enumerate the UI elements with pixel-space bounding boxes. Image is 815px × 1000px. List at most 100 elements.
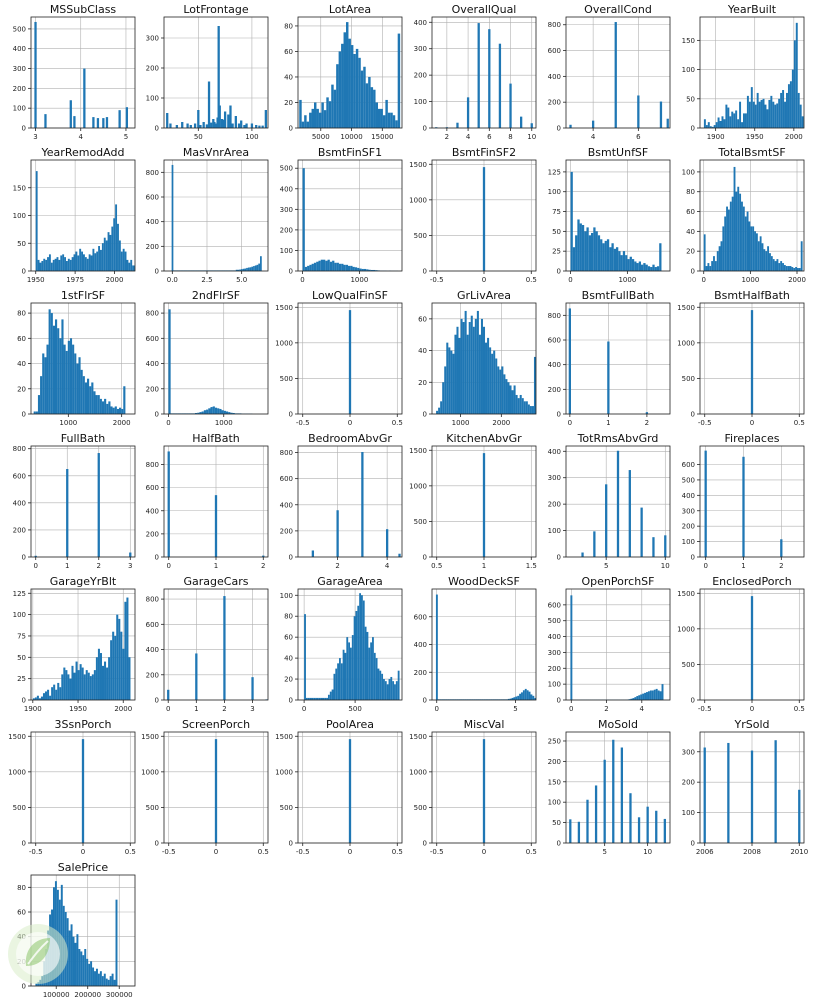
histogram-bar xyxy=(112,407,115,414)
histogram-bar xyxy=(791,69,794,128)
histogram-bar xyxy=(456,326,459,414)
histogram-bar xyxy=(338,658,341,700)
histogram-bar xyxy=(113,218,116,271)
watermark-logo xyxy=(2,918,74,990)
y-tick-label: 0 xyxy=(691,554,695,562)
y-tick-label: 500 xyxy=(548,617,561,625)
histogram-bar xyxy=(52,259,55,271)
histogram-bar xyxy=(711,261,714,271)
histogram-bar xyxy=(394,684,396,700)
y-tick-label: 500 xyxy=(414,804,427,812)
y-tick-label: 1500 xyxy=(409,733,427,741)
subplot-title: OverallCond xyxy=(584,3,652,16)
histogram-bar xyxy=(340,663,343,700)
histogram-bar xyxy=(72,344,75,414)
histogram-bar xyxy=(625,255,628,271)
y-tick-label: 400 xyxy=(682,492,695,500)
histogram-bar xyxy=(759,236,762,271)
histogram-bar xyxy=(363,268,367,271)
histogram-bar xyxy=(70,924,73,986)
histogram-bar xyxy=(100,249,102,271)
histogram-bar xyxy=(199,125,202,128)
histogram-bar xyxy=(797,92,800,128)
histogram-bar xyxy=(69,338,73,414)
histogram-bar xyxy=(101,401,105,414)
y-tick-label: 20 xyxy=(418,379,427,387)
histogram-bar xyxy=(501,366,504,414)
y-tick-label: 300 xyxy=(548,474,561,482)
histogram-bar xyxy=(205,124,209,128)
histogram-bar xyxy=(766,109,769,128)
x-tick-label: 1000 xyxy=(59,419,77,427)
y-tick-label: 800 xyxy=(548,312,561,320)
histogram-bar xyxy=(452,353,455,414)
histogram-bar xyxy=(81,739,85,843)
histogram-bar xyxy=(458,337,461,414)
histogram-bar xyxy=(398,553,401,557)
x-tick-label: -0.5 xyxy=(296,848,310,856)
y-tick-label: 100 xyxy=(414,98,427,106)
y-tick-label: 800 xyxy=(146,310,159,318)
histogram-bar xyxy=(659,691,662,700)
histogram-bar xyxy=(309,112,312,128)
histogram-bar xyxy=(717,117,720,128)
x-tick-label: 1000 xyxy=(215,419,233,427)
histogram-bar xyxy=(84,257,87,271)
y-tick-label: 1000 xyxy=(677,339,695,347)
histogram-bar xyxy=(126,259,129,271)
histogram-bar xyxy=(88,963,91,986)
histogram-bar xyxy=(122,248,125,271)
histogram-bar xyxy=(97,395,100,414)
subplot-kitchenabvgr: KitchenAbvGr 0.5 1 1.5 0 500 1000 1500 xyxy=(409,432,537,570)
y-tick-label: 0 xyxy=(691,411,695,419)
x-tick-label: 0 xyxy=(302,705,306,713)
x-tick-label: 2000 xyxy=(788,276,806,284)
histogram-bar xyxy=(311,108,314,128)
histogram-bar xyxy=(73,672,76,700)
x-tick-label: 4 xyxy=(640,705,645,713)
histogram-bar xyxy=(249,267,252,271)
histogram-bar xyxy=(116,614,119,700)
y-tick-label: 1500 xyxy=(141,733,159,741)
histogram-bar xyxy=(315,697,317,700)
x-tick-label: 1.5 xyxy=(526,562,537,570)
histogram-bar xyxy=(703,747,706,843)
histogram-bar xyxy=(90,255,93,271)
y-tick-label: 0 xyxy=(22,125,26,133)
histogram-bar xyxy=(304,266,308,271)
histogram-bar xyxy=(644,692,647,700)
y-tick-label: 100 xyxy=(682,809,695,817)
histogram-bar xyxy=(40,696,43,700)
x-tick-label: 0 xyxy=(703,562,707,570)
x-tick-label: 2 xyxy=(779,562,783,570)
histogram-bar xyxy=(199,412,202,414)
histogram-bar xyxy=(618,251,621,271)
y-tick-label: 1000 xyxy=(275,339,293,347)
histogram-bar xyxy=(331,689,334,700)
x-tick-label: 100000 xyxy=(43,991,70,999)
histogram-bar xyxy=(336,262,339,271)
histogram-bar xyxy=(605,484,608,557)
y-tick-label: 500 xyxy=(280,165,293,173)
plot-frame xyxy=(565,159,671,272)
histogram-bar xyxy=(355,48,359,128)
histogram-bar xyxy=(48,254,51,271)
y-tick-label: 600 xyxy=(280,475,293,483)
histogram-bar xyxy=(197,412,200,414)
histogram-bar xyxy=(63,667,66,700)
histogram-bar xyxy=(741,201,743,271)
histogram-bar xyxy=(350,647,352,700)
histogram-bar xyxy=(368,76,371,128)
y-tick-label: 1500 xyxy=(409,447,427,455)
histogram-bar xyxy=(254,265,257,271)
histogram-bar xyxy=(107,232,110,271)
histogram-bar xyxy=(261,125,264,128)
y-tick-label: 400 xyxy=(280,185,293,193)
plot-frame xyxy=(699,159,805,272)
histogram-bar xyxy=(346,637,349,700)
subplot-title: YrSold xyxy=(734,718,770,731)
x-tick-label: 5 xyxy=(602,848,606,856)
histogram-bar xyxy=(503,374,506,414)
y-tick-label: 600 xyxy=(13,472,26,480)
histogram-bar xyxy=(97,648,100,700)
